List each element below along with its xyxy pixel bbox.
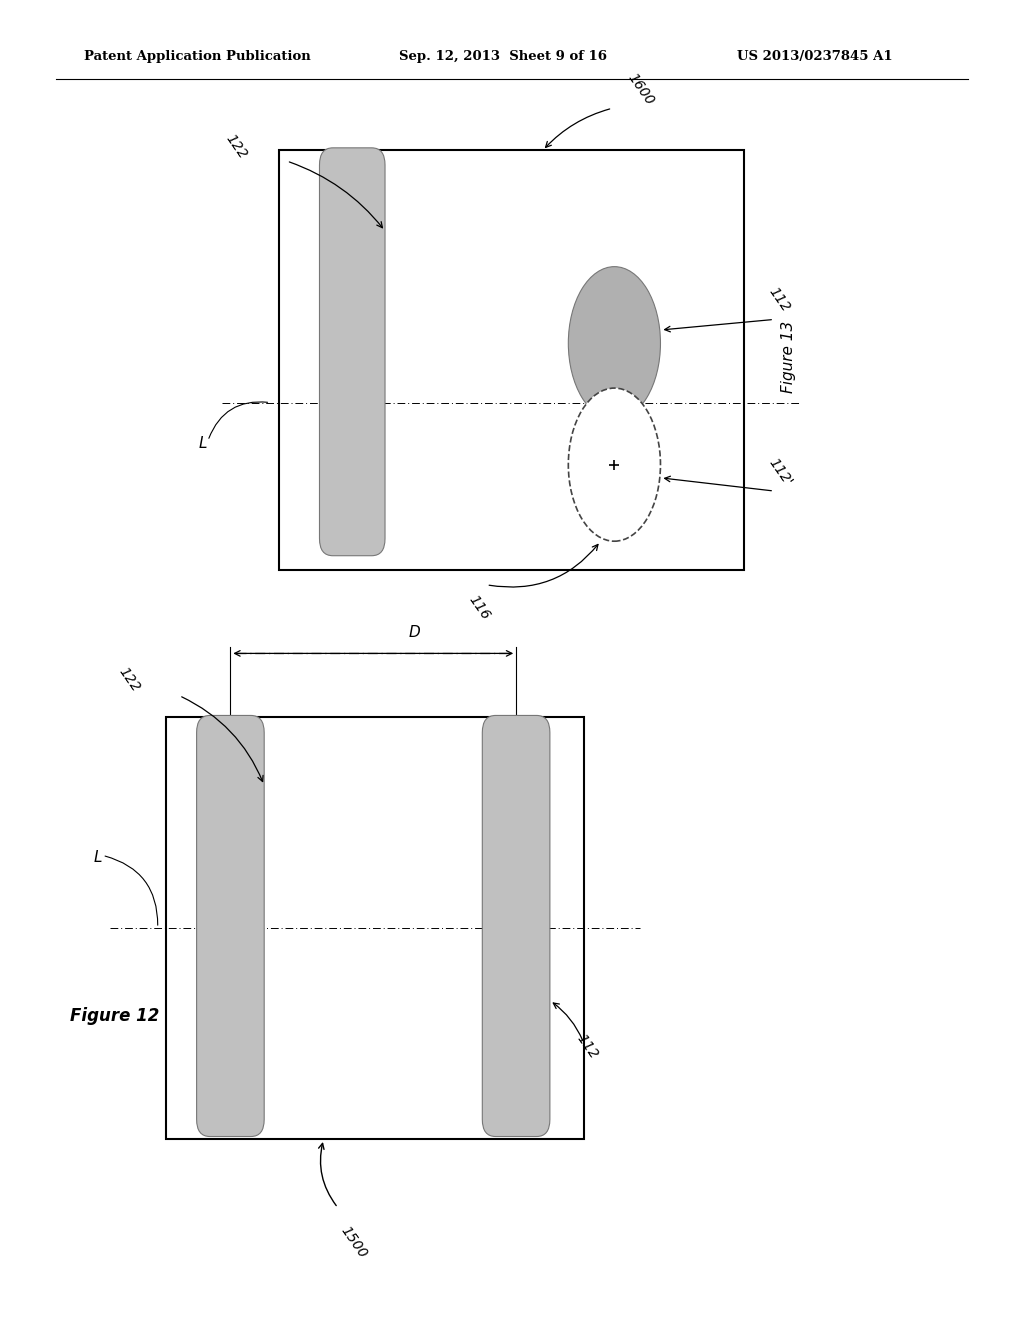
Text: 122: 122 [116, 664, 142, 694]
FancyBboxPatch shape [197, 715, 264, 1137]
Text: 1500: 1500 [338, 1224, 370, 1261]
FancyBboxPatch shape [319, 148, 385, 556]
Text: 112': 112' [766, 455, 795, 488]
FancyBboxPatch shape [482, 715, 550, 1137]
Text: D: D [409, 626, 420, 640]
Text: 112: 112 [766, 284, 793, 314]
Text: 122: 122 [223, 131, 250, 161]
Text: Sep. 12, 2013  Sheet 9 of 16: Sep. 12, 2013 Sheet 9 of 16 [399, 50, 607, 63]
Bar [166, 717, 584, 1139]
Text: 1600: 1600 [625, 71, 656, 108]
Text: L: L [94, 850, 102, 866]
Text: L: L [199, 436, 207, 451]
Text: Figure 13: Figure 13 [781, 321, 796, 392]
Ellipse shape [568, 388, 660, 541]
Ellipse shape [568, 267, 660, 420]
Text: 116: 116 [466, 593, 493, 623]
Bar [279, 150, 744, 570]
Text: 112: 112 [573, 1031, 600, 1061]
Text: Patent Application Publication: Patent Application Publication [84, 50, 310, 63]
Text: Figure 12: Figure 12 [70, 1007, 159, 1026]
Text: US 2013/0237845 A1: US 2013/0237845 A1 [737, 50, 893, 63]
